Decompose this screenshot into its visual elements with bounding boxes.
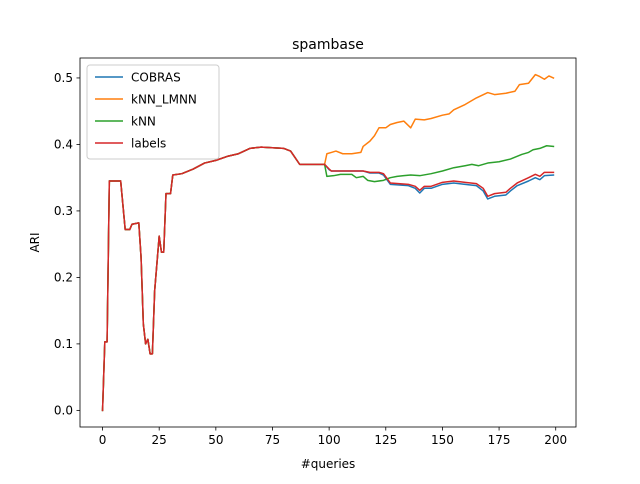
x-axis-ticks: 0 25 50 75 100 125 150 175 200 <box>99 427 567 447</box>
chart-title: spambase <box>292 37 364 53</box>
y-tick-label: 0.0 <box>54 403 73 417</box>
legend-label: labels <box>131 137 166 151</box>
x-tick-label: 150 <box>431 433 454 447</box>
x-tick-label: 100 <box>318 433 341 447</box>
legend-label: COBRAS <box>131 71 181 85</box>
y-axis-ticks: 0.0 0.1 0.2 0.3 0.4 0.5 <box>54 71 80 417</box>
x-tick-label: 200 <box>544 433 567 447</box>
x-tick-label: 75 <box>265 433 280 447</box>
series-line-labels <box>101 146 555 412</box>
legend: COBRAS kNN_LMNN kNN labels <box>86 64 220 160</box>
x-tick-label: 50 <box>208 433 223 447</box>
y-tick-label: 0.2 <box>54 270 73 284</box>
legend-label: kNN_LMNN <box>131 93 197 107</box>
y-tick-label: 0.3 <box>54 204 73 218</box>
x-tick-label: 25 <box>152 433 167 447</box>
y-tick-label: 0.1 <box>54 337 73 351</box>
y-axis-label: ARI <box>28 232 42 252</box>
x-axis-label: #queries <box>301 457 356 471</box>
legend-box <box>86 64 220 160</box>
legend-label: kNN <box>131 115 156 129</box>
x-tick-label: 0 <box>99 433 107 447</box>
x-tick-label: 175 <box>488 433 511 447</box>
series-layer <box>101 73 555 412</box>
x-tick-label: 125 <box>374 433 397 447</box>
plot-frame <box>79 57 577 428</box>
y-tick-label: 0.4 <box>54 137 73 151</box>
y-tick-label: 0.5 <box>54 71 73 85</box>
